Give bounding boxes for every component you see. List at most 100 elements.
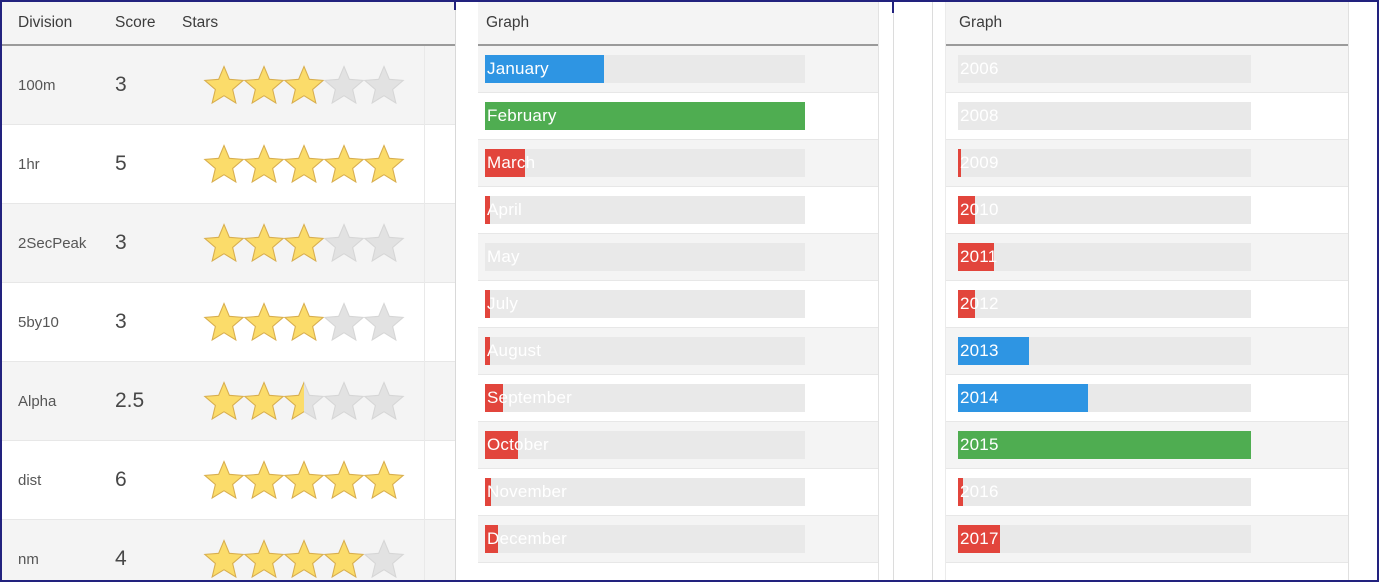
bar-label: August [487, 341, 542, 360]
bar-track: 2010 [958, 196, 1251, 224]
table-row[interactable]: July [478, 281, 878, 328]
table-row[interactable]: February [478, 93, 878, 140]
division-cell: Alpha [18, 392, 57, 410]
bar-track: August [485, 337, 805, 365]
bar-label: October [487, 435, 549, 454]
bar-fill [958, 196, 975, 224]
bar-fill [958, 290, 975, 318]
table-row[interactable]: 2SecPeak 3 [2, 204, 455, 283]
star-full-icon [283, 223, 325, 263]
column-header-division[interactable]: Division [18, 14, 73, 31]
table-row[interactable]: December [478, 516, 878, 563]
table-row[interactable]: 2010 [946, 187, 1348, 234]
table-row[interactable]: 2016 [946, 469, 1348, 516]
bar-track: 2011 [958, 243, 1251, 271]
bar-fill [958, 149, 961, 177]
column-header-score[interactable]: Score [115, 14, 156, 31]
table-row[interactable]: 2012 [946, 281, 1348, 328]
bar-track: March [485, 149, 805, 177]
table-row[interactable]: 2014 [946, 375, 1348, 422]
bar-label: February [487, 106, 557, 125]
bar-label: January [487, 59, 549, 78]
bar-label: 2006 [960, 59, 999, 78]
star-full-icon [203, 65, 245, 105]
table-row[interactable]: nm 4 [2, 520, 455, 580]
grid-header: Graph [946, 2, 1348, 46]
bar-track: 2016 [958, 478, 1251, 506]
bar-track: 2017 [958, 525, 1251, 553]
bar-fill [485, 55, 605, 83]
stars-cell [182, 539, 455, 579]
table-row[interactable]: April [478, 187, 878, 234]
table-row[interactable]: 2011 [946, 234, 1348, 281]
border-accent-segment [454, 2, 456, 10]
table-row[interactable]: August [478, 328, 878, 375]
bar-label: 2015 [960, 435, 999, 454]
stars-cell [182, 65, 455, 105]
star-full-icon [203, 144, 245, 184]
star-full-icon [283, 302, 325, 342]
table-row[interactable]: September [478, 375, 878, 422]
table-row[interactable]: 2013 [946, 328, 1348, 375]
bar-track: 2012 [958, 290, 1251, 318]
grid-body: 2006 2008 2009 2010 2011 2012 2013 2014 2015 2016… [946, 46, 1348, 563]
bar-fill [958, 431, 1251, 459]
bar-label: May [487, 247, 520, 266]
column-header-stars[interactable]: Stars [182, 14, 219, 31]
table-row[interactable]: January [478, 46, 878, 93]
score-cell: 2.5 [115, 389, 145, 412]
star-full-icon [243, 302, 285, 342]
score-cell: 3 [115, 231, 127, 254]
score-cell: 4 [115, 547, 127, 570]
star-full-icon [283, 460, 325, 500]
grid-header: Graph [478, 2, 878, 46]
bar-track: February [485, 102, 805, 130]
bar-label: December [487, 529, 568, 548]
table-row[interactable]: 5by10 3 [2, 283, 455, 362]
table-row[interactable]: October [478, 422, 878, 469]
star-full-icon [283, 65, 325, 105]
bar-label: 2009 [960, 153, 999, 172]
table-row[interactable]: 100m 3 [2, 46, 455, 125]
bar-fill [485, 149, 525, 177]
star-full-icon [243, 223, 285, 263]
table-row[interactable]: 2006 [946, 46, 1348, 93]
star-empty-icon [363, 302, 405, 342]
bar-track: 2008 [958, 102, 1251, 130]
table-row[interactable]: November [478, 469, 878, 516]
grid-header: Division Score Stars [2, 2, 455, 46]
star-full-icon [363, 144, 405, 184]
table-row[interactable]: Alpha 2.5 [2, 362, 455, 441]
table-row[interactable]: dist 6 [2, 441, 455, 520]
table-row[interactable]: 2015 [946, 422, 1348, 469]
bar-track: 2014 [958, 384, 1251, 412]
table-row[interactable]: May [478, 234, 878, 281]
star-full-icon [323, 460, 365, 500]
star-full-icon [243, 539, 285, 579]
bar-fill [485, 290, 491, 318]
table-row[interactable]: 2017 [946, 516, 1348, 563]
table-row[interactable]: March [478, 140, 878, 187]
month-graph-grid: Graph January February March April May July Au… [478, 2, 879, 580]
star-half-icon [283, 381, 325, 421]
bar-track: October [485, 431, 805, 459]
bar-fill [485, 525, 499, 553]
stars-cell [182, 144, 455, 184]
column-header-graph[interactable]: Graph [959, 14, 1003, 31]
bar-track: May [485, 243, 805, 271]
division-cell: 5by10 [18, 313, 59, 331]
table-row[interactable]: 2009 [946, 140, 1348, 187]
stars-cell [182, 460, 455, 500]
table-row[interactable]: 1hr 5 [2, 125, 455, 204]
score-cell: 3 [115, 73, 127, 96]
bar-fill [485, 478, 492, 506]
bar-label: November [487, 482, 568, 501]
division-cell: 100m [18, 76, 56, 94]
star-full-icon [203, 381, 245, 421]
division-cell: 2SecPeak [18, 234, 87, 252]
table-row[interactable]: 2008 [946, 93, 1348, 140]
bar-track: 2006 [958, 55, 1251, 83]
column-header-graph[interactable]: Graph [486, 14, 530, 31]
bar-label: July [487, 294, 519, 313]
bar-track: November [485, 478, 805, 506]
